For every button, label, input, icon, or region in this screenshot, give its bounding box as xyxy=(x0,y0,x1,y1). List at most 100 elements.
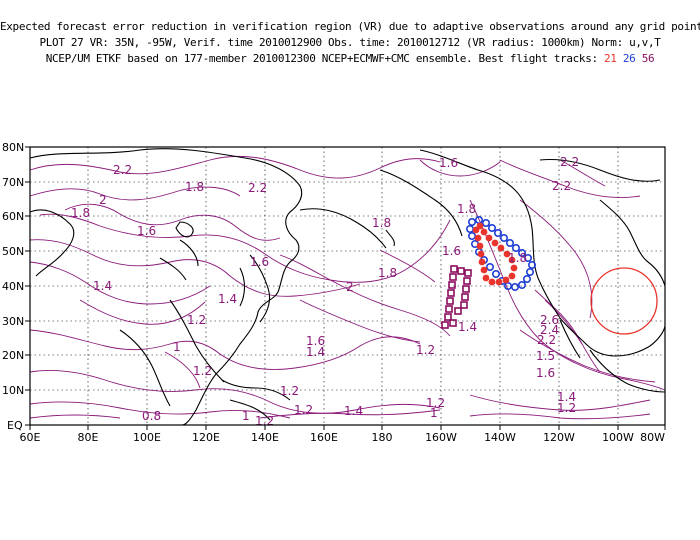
lat-label: 50N xyxy=(2,245,24,258)
track-26-marker xyxy=(527,260,536,269)
latitude-labels: 80N 70N 60N 50N 40N 30N 20N 10N EQ xyxy=(2,141,24,432)
contour-label: 1.4 xyxy=(306,345,325,359)
lat-label: 80N xyxy=(2,141,24,154)
contour-label: 1.2 xyxy=(426,396,445,410)
contour-label: 1.8 xyxy=(185,180,204,194)
lon-label: 100W xyxy=(602,431,634,444)
contour-label: 2.2 xyxy=(113,163,132,177)
track-21-marker xyxy=(480,228,488,236)
contour-label: 2.2 xyxy=(248,181,267,195)
lat-label: 70N xyxy=(2,176,24,189)
contour-label: 1.2 xyxy=(294,403,313,417)
lat-label: 10N xyxy=(2,384,24,397)
flight-track-56 xyxy=(441,265,472,329)
lon-label: 140E xyxy=(251,431,279,444)
track-26-marker xyxy=(499,234,508,243)
track-26-marker xyxy=(505,239,514,248)
header-line-3-prefix: NCEP/UM ETKF based on 177-member 2010012… xyxy=(45,52,598,65)
contour-label: 1 xyxy=(173,340,181,354)
track-56-label: 56 xyxy=(641,52,655,65)
track-21-marker xyxy=(508,256,516,264)
contour-label: 1 xyxy=(242,409,250,423)
track-56-marker xyxy=(447,289,455,297)
header-line-1: Expected forecast error reduction in ver… xyxy=(0,20,700,33)
track-26-marker xyxy=(517,280,526,289)
track-21-marker xyxy=(502,276,510,284)
track-56-marker xyxy=(446,297,454,305)
track-56-marker xyxy=(441,321,449,329)
lon-label: 160W xyxy=(425,431,457,444)
flight-track-21 xyxy=(472,222,518,286)
track-56-marker xyxy=(450,265,458,273)
track-26-marker xyxy=(493,229,502,238)
track-21-marker xyxy=(485,234,493,242)
track-56-marker xyxy=(462,285,470,293)
lon-label: 120W xyxy=(543,431,575,444)
contour-labels: 2.2 1.8 2.2 1.6 2 1.8 1.6 1.4 1.6 1.4 1.… xyxy=(71,155,579,428)
contour-label: 1.6 xyxy=(439,156,458,170)
lon-label: 80W xyxy=(640,431,665,444)
contour-label: 1.4 xyxy=(458,320,477,334)
track-26-marker xyxy=(503,281,512,290)
axis-ticks xyxy=(25,146,666,430)
track-56-marker xyxy=(461,293,469,301)
longitude-labels: 60E 80E 100E 120E 140E 160E 180 160W 140… xyxy=(20,431,666,444)
track-26-marker xyxy=(511,244,520,253)
lon-label: 100E xyxy=(133,431,161,444)
track-56-marker xyxy=(444,313,452,321)
track-26-marker xyxy=(481,219,490,228)
contour-label: 1.6 xyxy=(250,255,269,269)
lat-label: 40N xyxy=(2,280,24,293)
track-56-marker xyxy=(457,267,465,275)
track-21-label: 21 xyxy=(604,52,617,65)
header-line-3: NCEP/UM ETKF based on 177-member 2010012… xyxy=(0,52,700,66)
coastlines xyxy=(29,148,666,426)
contour-label: 1.5 xyxy=(536,349,555,363)
header-line-2: PLOT 27 VR: 35N, -95W, Verif. time 20100… xyxy=(39,36,661,49)
track-21-marker xyxy=(474,234,482,242)
track-56-marker xyxy=(454,307,462,315)
contour-label: 2 xyxy=(346,280,354,294)
track-26-marker xyxy=(487,224,496,233)
track-21-marker xyxy=(497,244,505,252)
contour-label: 1.8 xyxy=(372,216,391,230)
contour-label: 0.8 xyxy=(142,409,161,423)
contour-label: 1.2 xyxy=(557,401,576,415)
track-21-marker xyxy=(508,272,516,280)
track-56-marker xyxy=(460,301,468,309)
contour-label: 1.8 xyxy=(378,266,397,280)
track-26-marker xyxy=(465,225,474,234)
contour-label: 1.6 xyxy=(442,244,461,258)
lon-label: 140W xyxy=(484,431,516,444)
contour-label: 1.2 xyxy=(187,313,206,327)
contour-label: 1.6 xyxy=(306,334,325,348)
contour-label: 1.8 xyxy=(71,206,90,220)
track-21-marker xyxy=(476,222,484,230)
contour-label: 1.8 xyxy=(457,202,476,216)
lat-label: 30N xyxy=(2,315,24,328)
track-56-marker xyxy=(464,269,472,277)
lon-label: 60E xyxy=(20,431,41,444)
track-26-marker xyxy=(522,274,531,283)
track-21-marker xyxy=(491,239,499,247)
lon-label: 80E xyxy=(78,431,99,444)
track-26-marker xyxy=(491,269,500,278)
track-26-marker xyxy=(485,262,494,271)
contour-label: 1.4 xyxy=(344,404,363,418)
lon-label: 160E xyxy=(310,431,338,444)
track-56-marker xyxy=(445,305,453,313)
track-21-marker xyxy=(495,278,503,286)
track-21-marker xyxy=(510,264,518,272)
track-56-marker xyxy=(448,281,456,289)
track-56-marker xyxy=(463,277,471,285)
lat-label: EQ xyxy=(7,419,23,432)
track-56-marker xyxy=(449,319,457,327)
lon-label: 180 xyxy=(372,431,393,444)
contour-label: 2 xyxy=(99,193,107,207)
track-26-label: 26 xyxy=(622,52,636,65)
verification-region-circle xyxy=(590,267,658,335)
lat-label: 60N xyxy=(2,210,24,223)
track-26-marker xyxy=(467,218,476,227)
track-56-marker xyxy=(449,273,457,281)
